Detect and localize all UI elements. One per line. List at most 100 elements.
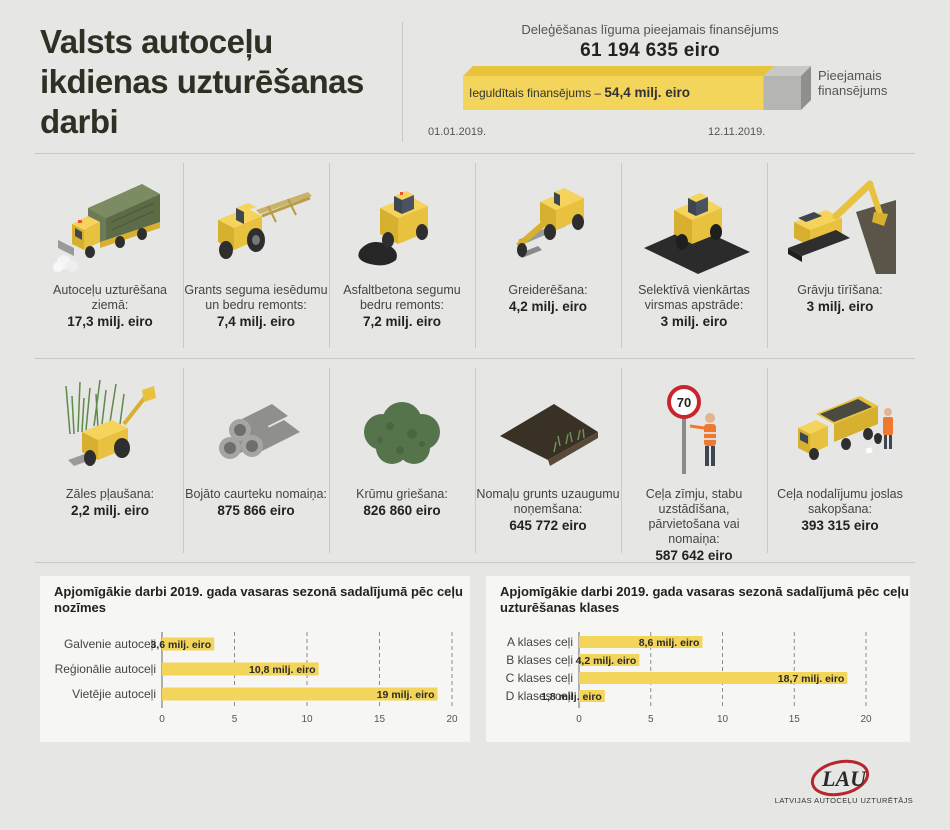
column-divider bbox=[767, 368, 768, 553]
column-divider bbox=[329, 368, 330, 553]
row-divider bbox=[35, 358, 915, 359]
bar bbox=[579, 690, 605, 702]
work-item-asphalt-repair: Asfaltbetona segumu bedru remonts: 7,2 m… bbox=[330, 160, 474, 329]
bar-data-label: 18,7 milj. eiro bbox=[778, 673, 845, 685]
work-item-label: Autoceļu uzturēšana ziemā: bbox=[53, 283, 167, 312]
sign-speed-text: 70 bbox=[677, 395, 691, 410]
chart-panel-maintenance-class: Apjomīgākie darbi 2019. gada vasaras sez… bbox=[486, 576, 910, 742]
chart-title: Apjomīgākie darbi 2019. gada vasaras sez… bbox=[500, 584, 909, 615]
grader-icon bbox=[516, 188, 584, 258]
work-item-winter-maintenance: Autoceļu uzturēšana ziemā: 17,3 milj. ei… bbox=[38, 160, 182, 329]
bar bbox=[579, 672, 848, 684]
work-item-label: Greiderēšana: bbox=[508, 283, 588, 297]
invested-bar-top bbox=[463, 66, 774, 76]
column-divider bbox=[329, 163, 330, 348]
bar bbox=[579, 654, 640, 666]
work-item-label: Grants seguma iesēdumu un bedru remonts: bbox=[184, 283, 328, 312]
work-item-culvert-replacement: Bojāto caurteku nomaiņa: 875 866 eiro bbox=[184, 364, 328, 518]
work-item-label: Grāvju tīrīšana: bbox=[797, 283, 883, 297]
category-label: Reģionālie autoceļi bbox=[55, 662, 156, 676]
bar bbox=[579, 636, 703, 648]
column-divider bbox=[621, 163, 622, 348]
column-divider bbox=[475, 163, 476, 348]
x-tick-label: 0 bbox=[576, 714, 582, 725]
logo-caption: LATVIJAS AUTOCEĻU UZTURĒTĀJS bbox=[774, 796, 914, 805]
bar bbox=[162, 687, 438, 701]
category-label: D klases ceļi bbox=[506, 689, 573, 703]
x-tick-label: 10 bbox=[301, 714, 313, 725]
date-end: 12.11.2019. bbox=[708, 126, 766, 138]
cleanup-truck-icon bbox=[798, 396, 893, 460]
chart-panel-road-significance: Apjomīgākie darbi 2019. gada vasaras sez… bbox=[40, 576, 470, 742]
work-item-surface-treatment: Selektīvā vienkārtas virsmas apstrāde: 3… bbox=[622, 160, 766, 329]
work-item-value: 587 642 eiro bbox=[655, 548, 733, 563]
asphalt-roller-icon bbox=[358, 191, 428, 266]
lau-logo-mark: LAU bbox=[810, 759, 870, 797]
bar-data-label: 10,8 milj. eiro bbox=[249, 664, 316, 676]
category-label: B klases ceļi bbox=[506, 653, 573, 667]
work-item-label: Krūmu griešana: bbox=[356, 487, 448, 501]
date-start: 01.01.2019. bbox=[428, 126, 487, 138]
work-item-label: Bojāto caurteku nomaiņa: bbox=[185, 487, 327, 501]
column-divider bbox=[475, 368, 476, 553]
chart-title: Apjomīgākie darbi 2019. gada vasaras sez… bbox=[54, 584, 463, 615]
bar bbox=[162, 637, 215, 651]
x-tick-label: 20 bbox=[446, 714, 458, 725]
bar-data-label: 1,8 milj. eiro bbox=[541, 691, 602, 703]
work-item-label: Ceļa zīmju, stabu uzstādīšana, pārvietoš… bbox=[645, 487, 743, 546]
column-divider bbox=[183, 163, 184, 348]
work-item-grass-mowing: Zāles pļaušana: 2,2 milj. eiro bbox=[38, 364, 182, 518]
bush-icon bbox=[364, 402, 440, 464]
funding-value: 61 194 635 eiro bbox=[580, 40, 720, 61]
surface-treatment-icon bbox=[644, 193, 750, 274]
bar-data-label: 19 milj. eiro bbox=[377, 689, 435, 701]
work-item-value: 393 315 eiro bbox=[801, 518, 879, 533]
funding-progress-bar: Ieguldītais finansējums – 54,4 milj. eir… bbox=[463, 66, 811, 110]
bar-data-label: 3,6 milj. eiro bbox=[150, 639, 211, 651]
work-item-label: Zāles pļaušana: bbox=[65, 487, 155, 501]
x-tick-label: 10 bbox=[717, 714, 729, 725]
bar-chart-maintenance-class: 0 5 10 15 20 A klases ceļi 8,6 milj. eiro B kla… bbox=[506, 632, 872, 725]
column-divider bbox=[621, 368, 622, 553]
work-item-road-signs: 70 Ceļa zīmju, stabu uzstādīšana, pārvie… bbox=[622, 364, 766, 563]
work-item-label: Nomaļu grunts uzaugumu noņemšana: bbox=[476, 487, 620, 516]
funding-label: Deleģēšanas līguma pieejamais finansējum… bbox=[521, 22, 779, 37]
header-divider bbox=[402, 22, 403, 142]
mower-tractor-icon bbox=[65, 379, 156, 466]
column-divider bbox=[183, 368, 184, 553]
work-item-ditch-cleaning: Grāvju tīrīšana: 3 milj. eiro bbox=[768, 160, 912, 314]
work-item-value: 3 milj. eiro bbox=[660, 314, 728, 329]
tractor-grader-icon bbox=[218, 192, 312, 259]
work-item-label: Selektīvā vienkārtas virsmas apstrāde: bbox=[638, 283, 750, 312]
lau-logo: LAU LATVIJAS AUTOCEĻU UZTURĒTĀJS bbox=[774, 758, 914, 808]
section-divider bbox=[35, 562, 915, 563]
available-label: Pieejamais finansējums bbox=[818, 68, 888, 98]
category-label: Vietējie autoceļi bbox=[72, 687, 156, 701]
section-divider bbox=[35, 153, 915, 154]
invested-bar bbox=[463, 76, 764, 110]
work-item-median-cleanup: Ceļa nodalījumu joslas sakopšana: 393 31… bbox=[768, 364, 912, 533]
work-item-value: 4,2 milj. eiro bbox=[508, 299, 588, 314]
column-divider bbox=[767, 163, 768, 348]
work-item-label: Asfaltbetona segumu bedru remonts: bbox=[343, 283, 461, 312]
page-title: Valsts autoceļu ikdienas uzturēšanas dar… bbox=[40, 23, 364, 140]
x-tick-label: 5 bbox=[232, 714, 238, 725]
logo-text: LAU bbox=[821, 766, 867, 791]
work-item-bush-cutting: Krūmu griešana: 826 860 eiro bbox=[330, 364, 474, 518]
work-item-value: 7,2 milj. eiro bbox=[362, 314, 442, 329]
bar-data-label: 8,6 milj. eiro bbox=[639, 637, 700, 649]
work-item-value: 875 866 eiro bbox=[217, 503, 295, 518]
x-tick-label: 15 bbox=[374, 714, 386, 725]
work-item-value: 7,4 milj. eiro bbox=[216, 314, 296, 329]
work-item-value: 3 milj. eiro bbox=[806, 299, 874, 314]
bar bbox=[162, 662, 319, 676]
work-item-gravel-repair: Grants seguma iesēdumu un bedru remonts:… bbox=[184, 160, 328, 329]
work-item-value: 826 860 eiro bbox=[363, 503, 441, 518]
category-label: C klases ceļi bbox=[506, 671, 573, 685]
culvert-pipes-icon bbox=[219, 404, 300, 459]
category-label: A klases ceļi bbox=[507, 635, 573, 649]
bar-side-face bbox=[801, 66, 811, 110]
x-tick-label: 20 bbox=[860, 714, 872, 725]
shoulder-soil-icon bbox=[500, 404, 598, 466]
